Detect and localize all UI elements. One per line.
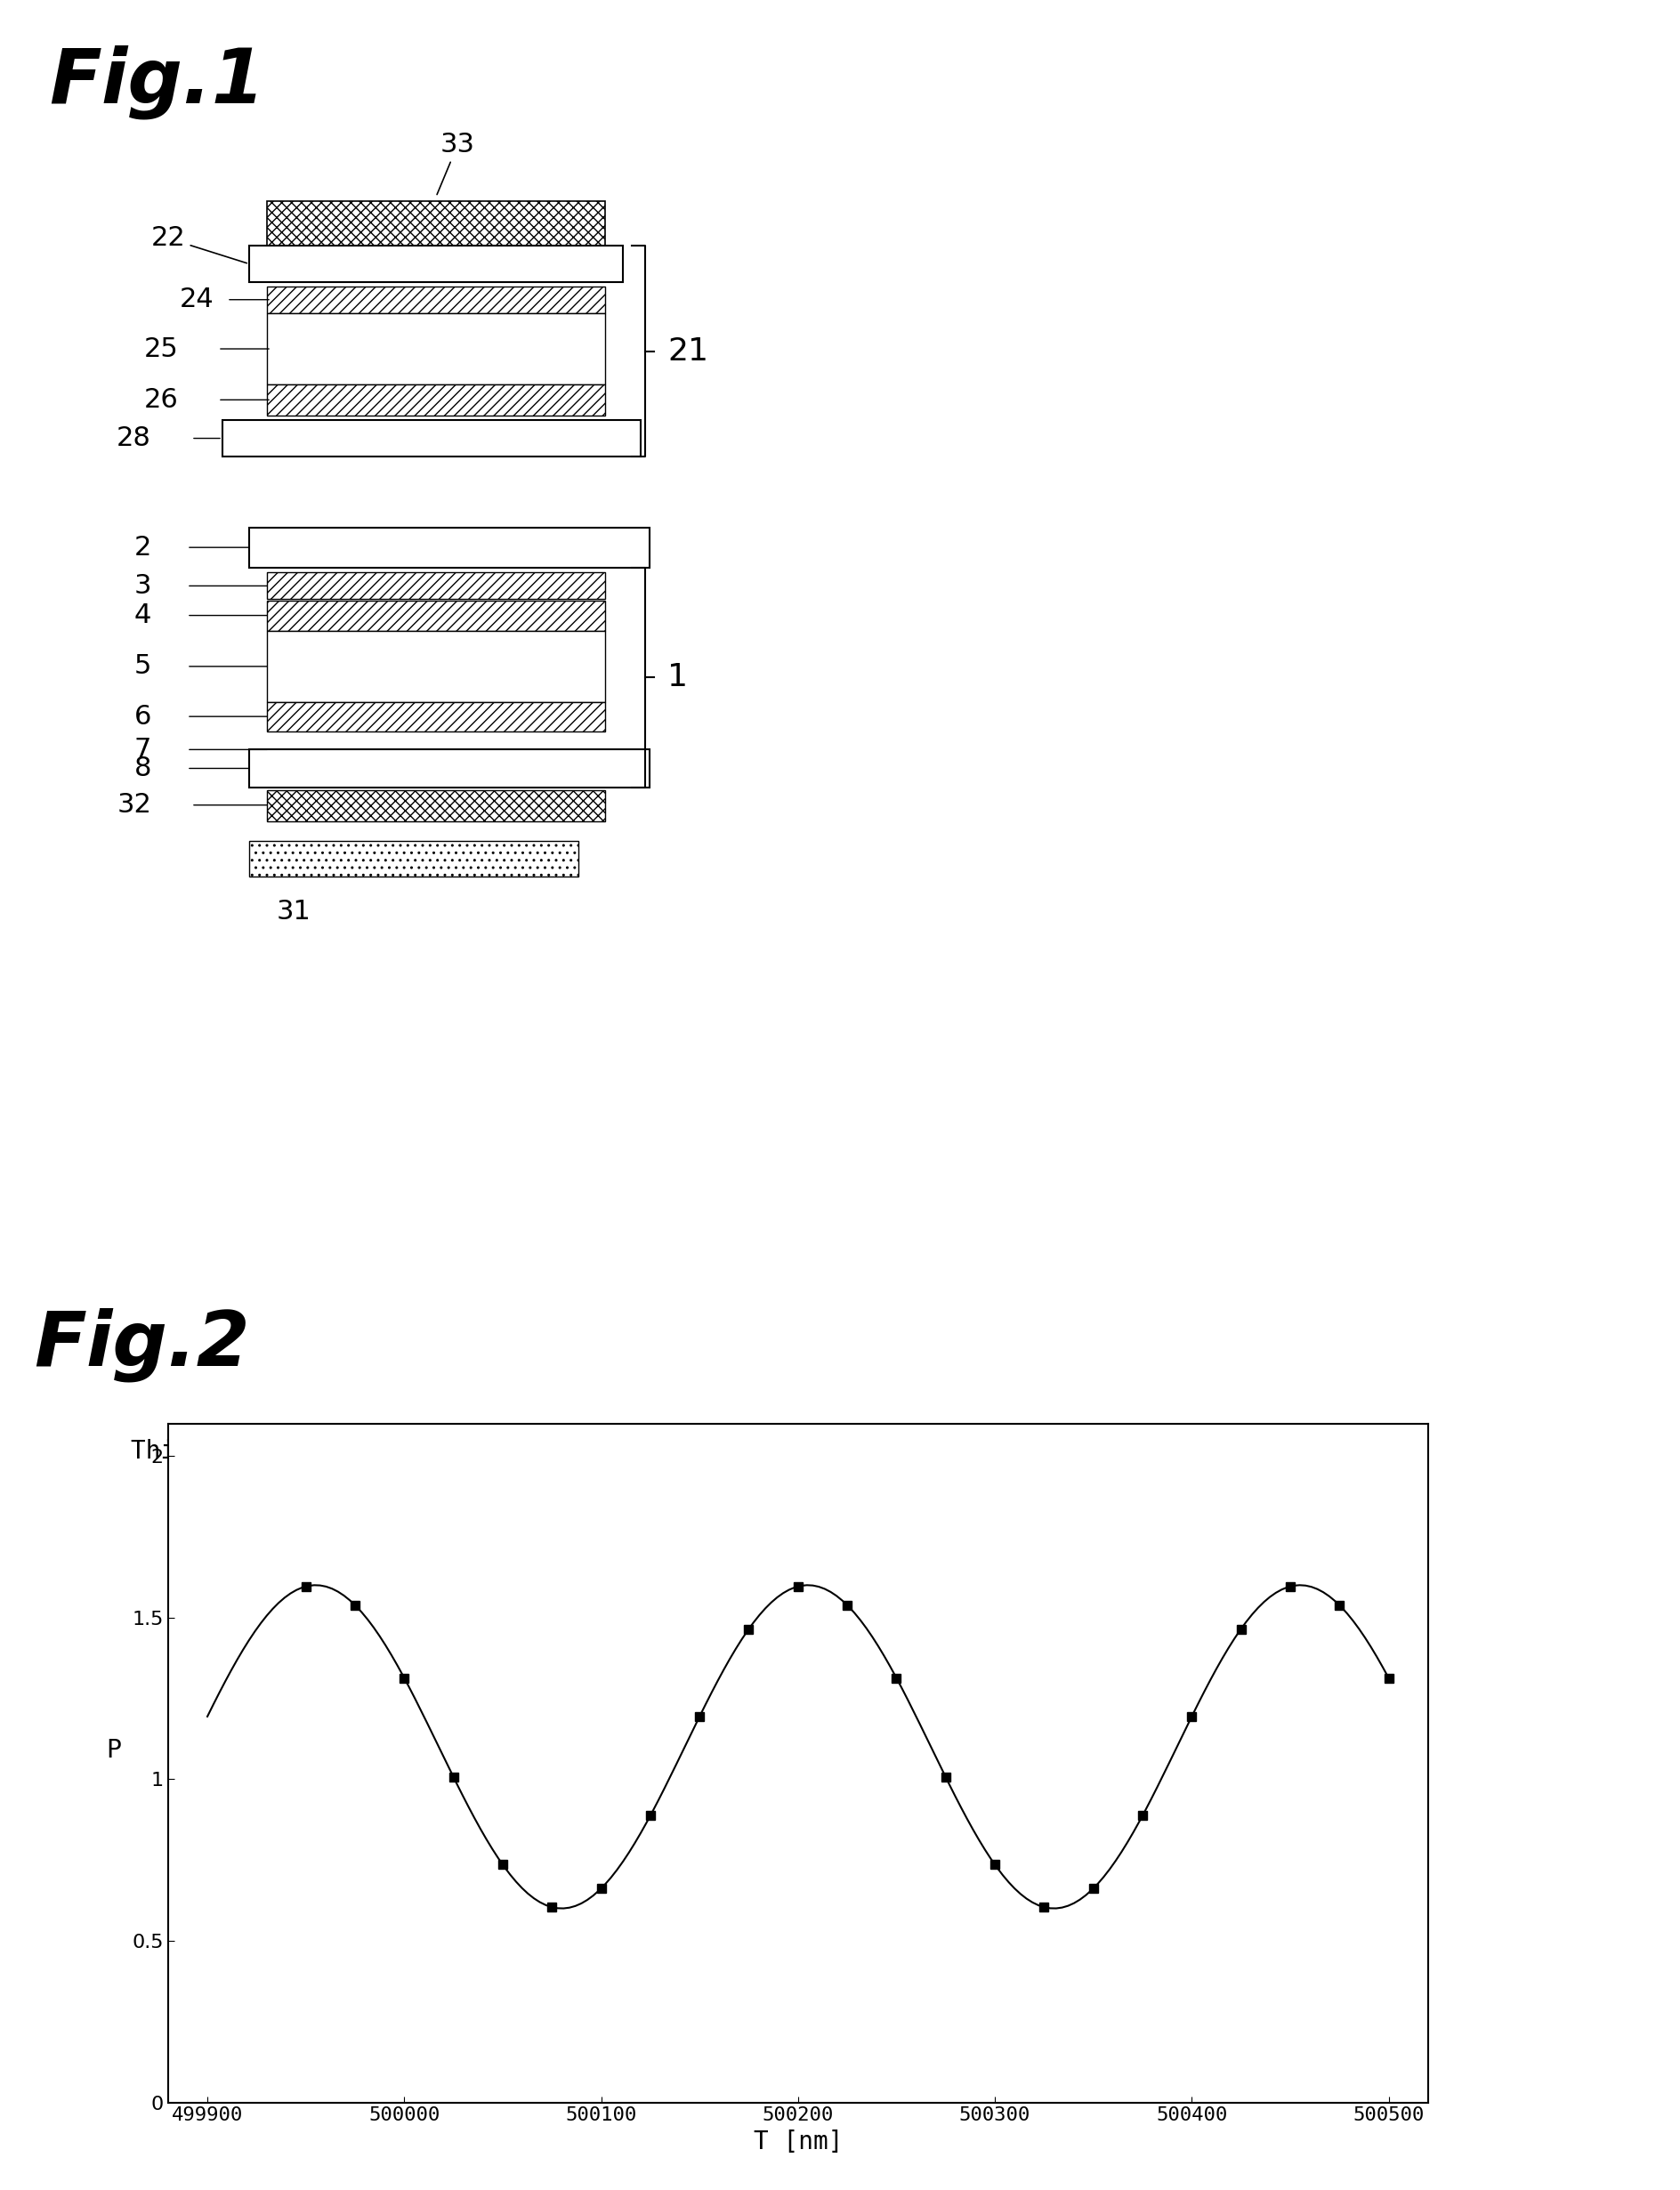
- Bar: [249, 528, 650, 567]
- Text: 31: 31: [276, 898, 311, 924]
- Text: 24: 24: [180, 287, 213, 313]
- Bar: [267, 313, 605, 385]
- Bar: [267, 572, 605, 600]
- Text: Fig.1: Fig.1: [49, 44, 265, 118]
- Text: 1: 1: [667, 661, 687, 692]
- Bar: [249, 841, 578, 876]
- Text: 8: 8: [134, 756, 151, 782]
- X-axis label: T [nm]: T [nm]: [753, 2129, 843, 2155]
- Text: Fig.2: Fig.2: [34, 1307, 250, 1382]
- Bar: [222, 420, 640, 456]
- Bar: [267, 631, 605, 703]
- Text: Thickness of second glass substrate: 0.5 mm (500,000 nm): Thickness of second glass substrate: 0.5…: [131, 1439, 964, 1463]
- Bar: [267, 703, 605, 731]
- Bar: [267, 385, 605, 416]
- Text: 28: 28: [116, 425, 151, 451]
- Text: 26: 26: [143, 388, 178, 412]
- Bar: [267, 600, 605, 631]
- Text: 5: 5: [134, 653, 151, 679]
- Bar: [267, 791, 605, 821]
- Text: 33: 33: [437, 131, 475, 195]
- Bar: [249, 749, 650, 786]
- Text: 7: 7: [134, 736, 151, 762]
- Bar: [249, 245, 623, 283]
- Y-axis label: P: P: [106, 1739, 121, 1763]
- Bar: [267, 287, 605, 313]
- Text: 2: 2: [134, 534, 151, 561]
- Text: 25: 25: [143, 335, 178, 361]
- Text: 21: 21: [667, 335, 709, 366]
- Text: 3: 3: [134, 574, 151, 598]
- Text: 4: 4: [134, 602, 151, 629]
- Text: 32: 32: [116, 793, 151, 817]
- Text: 22: 22: [151, 226, 247, 263]
- Bar: [267, 201, 605, 245]
- Text: 6: 6: [134, 703, 151, 729]
